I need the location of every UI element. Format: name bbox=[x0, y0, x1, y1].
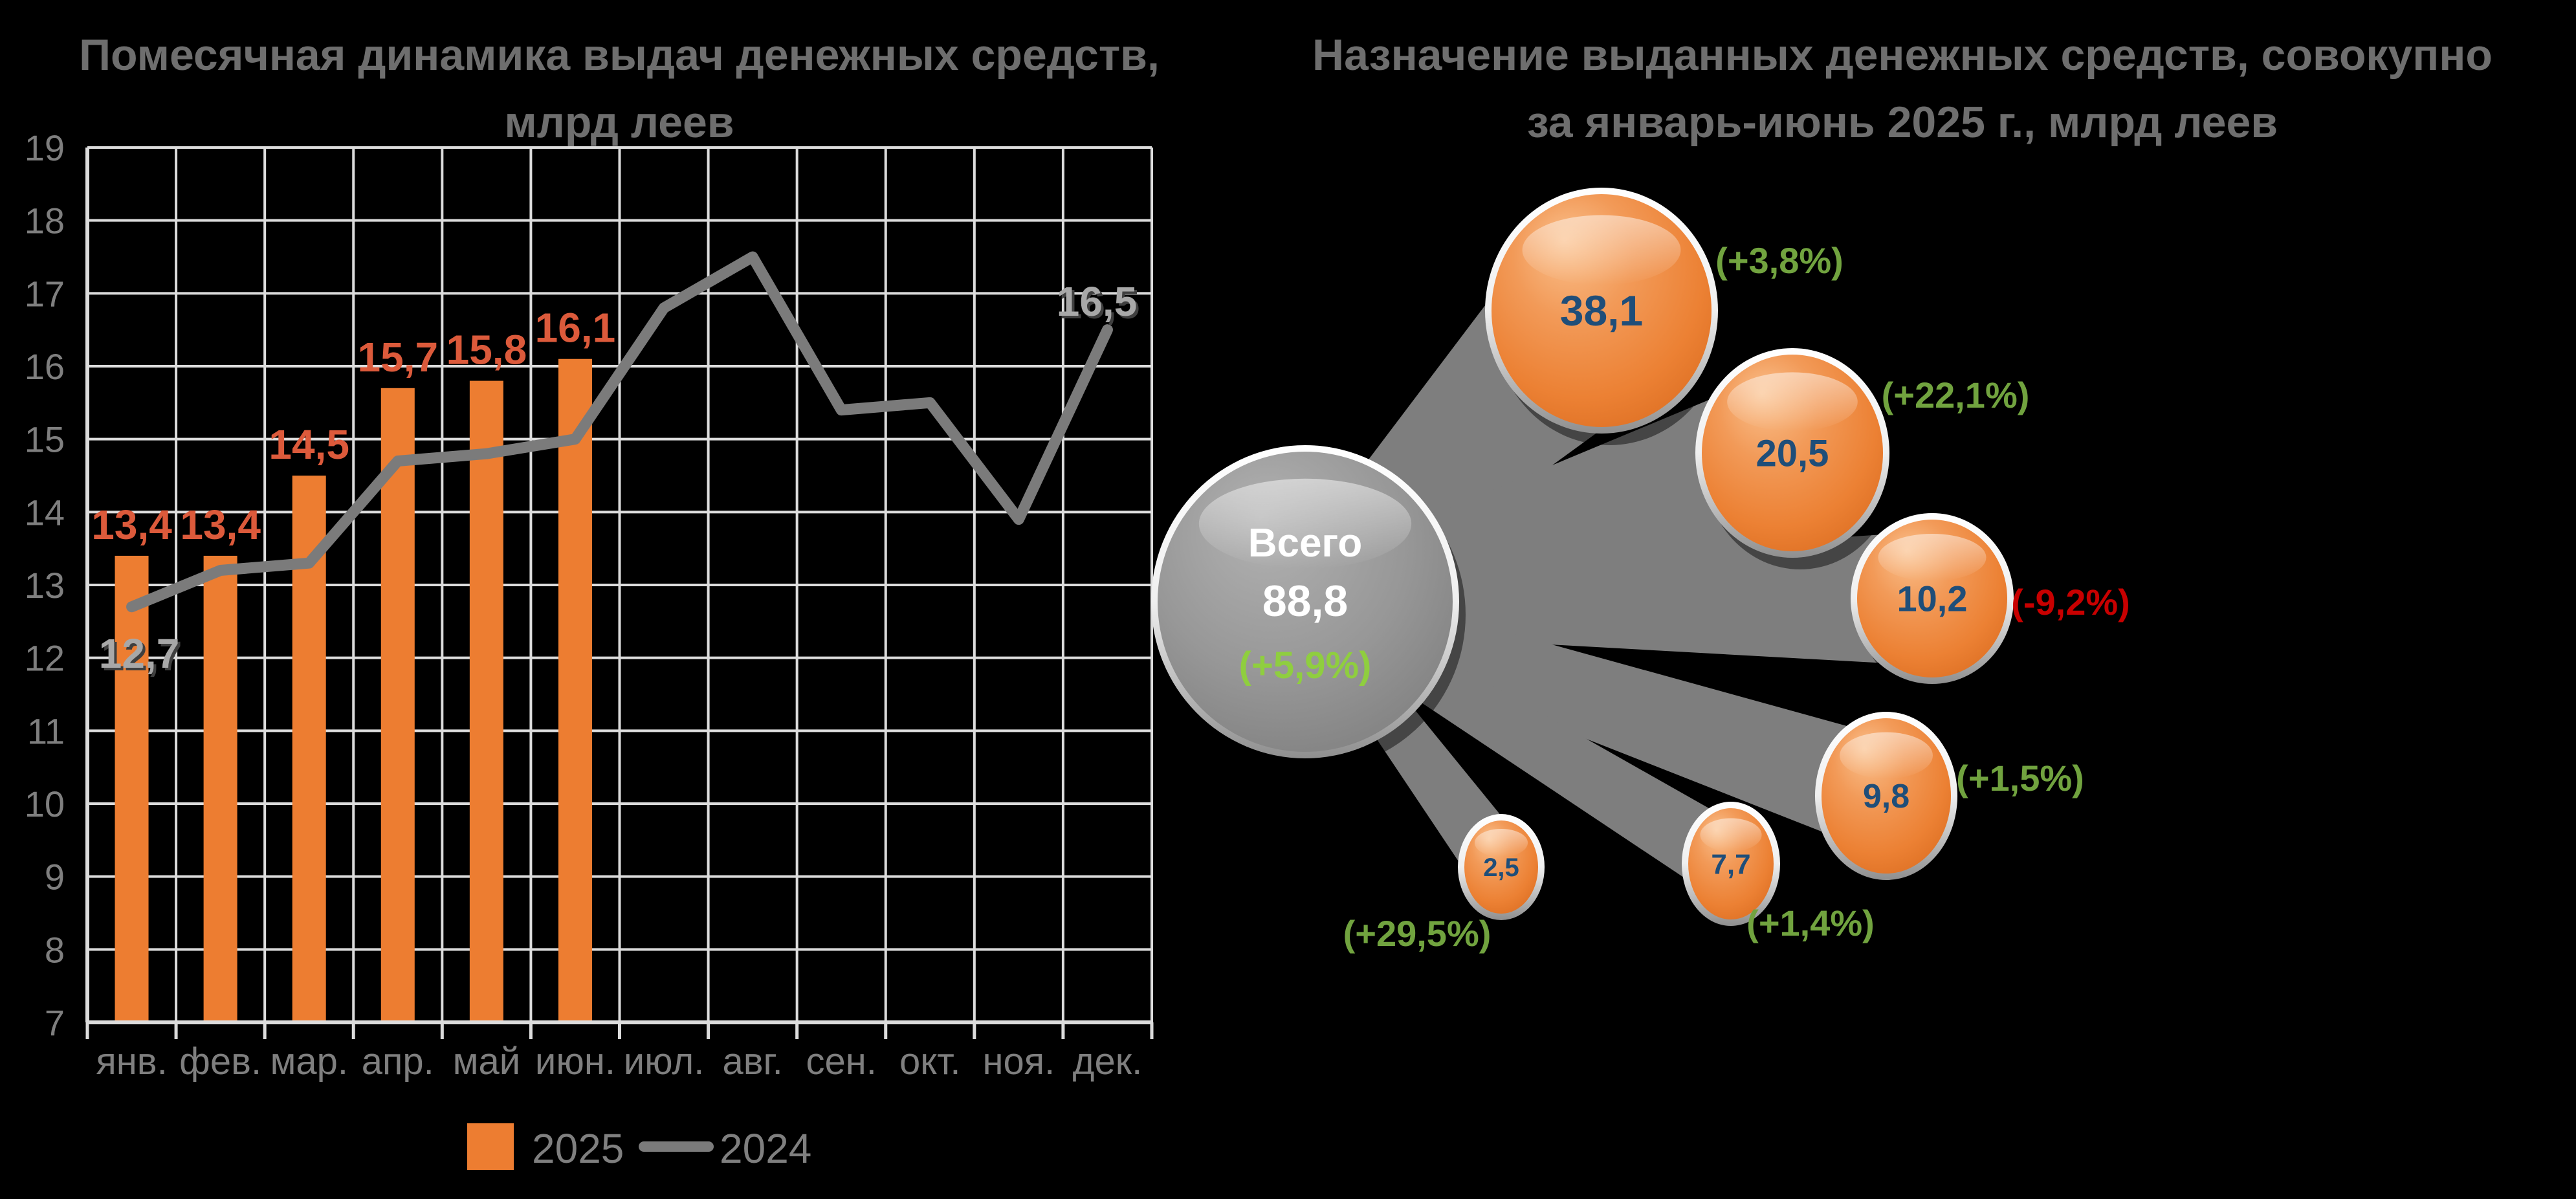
y-axis-label: 18 bbox=[25, 201, 65, 241]
x-axis-label: июн. bbox=[535, 1040, 615, 1083]
bar-2025 bbox=[469, 380, 503, 1022]
category-bubble-highlight bbox=[1840, 732, 1933, 779]
category-bubble-value: 38,1 bbox=[1560, 287, 1643, 335]
line-first-point-label-shadow: 12,7 bbox=[102, 633, 182, 679]
y-axis-label: 7 bbox=[45, 1002, 65, 1043]
x-axis-label: апр. bbox=[362, 1040, 434, 1083]
category-bubble-delta: (+29,5%) bbox=[1343, 913, 1492, 954]
x-axis-label: июл. bbox=[624, 1040, 705, 1083]
left-chart-title-line1: Помесячная динамика выдач денежных средс… bbox=[79, 30, 1160, 80]
category-bubble-delta: (+22,1%) bbox=[1882, 375, 2030, 415]
y-axis-label: 13 bbox=[25, 565, 65, 606]
bar-series-2025 bbox=[115, 358, 592, 1022]
x-axis-label: янв. bbox=[96, 1040, 167, 1083]
left-chart-title-line2: млрд леев bbox=[504, 98, 734, 147]
y-axis-label: 17 bbox=[25, 273, 65, 314]
x-axis-label: фев. bbox=[179, 1040, 261, 1083]
bar-value-label: 16,1 bbox=[535, 305, 616, 351]
y-axis-label: 12 bbox=[25, 638, 65, 679]
category-bubble-value: 7,7 bbox=[1711, 848, 1750, 880]
bar-value-label: 14,5 bbox=[269, 421, 349, 468]
category-bubble-highlight bbox=[1727, 372, 1858, 432]
bar-2025 bbox=[115, 555, 149, 1022]
x-axis-label: авг. bbox=[722, 1040, 782, 1083]
category-bubble-delta: (+3,8%) bbox=[1715, 240, 1844, 281]
line-first-point-label: 12,7 bbox=[99, 630, 180, 677]
bar-2025 bbox=[203, 555, 237, 1022]
y-axis-label: 19 bbox=[25, 127, 65, 168]
total-bubble: Всего 88,8 (+5,9%) bbox=[1151, 445, 1466, 770]
y-axis-label: 9 bbox=[45, 857, 65, 897]
total-bubble-label: Всего bbox=[1248, 521, 1363, 566]
bar-value-label: 15,7 bbox=[358, 334, 439, 380]
category-bubble-highlight bbox=[1878, 533, 1987, 582]
right-chart-title-line1: Назначение выданных денежных средств, со… bbox=[1312, 30, 2493, 80]
line-last-point-label-shadow: 16,5 bbox=[1059, 281, 1140, 327]
bar-value-label: 15,8 bbox=[446, 327, 527, 373]
total-bubble-highlight bbox=[1198, 478, 1412, 569]
y-axis-label: 8 bbox=[45, 929, 65, 970]
x-axis-label: ноя. bbox=[982, 1040, 1055, 1083]
x-axis-label: сен. bbox=[806, 1040, 877, 1083]
line-series-2024 bbox=[126, 251, 1113, 613]
bar-2025 bbox=[558, 358, 592, 1022]
x-axis-label: дек. bbox=[1073, 1040, 1143, 1083]
bar-value-label: 13,4 bbox=[91, 501, 172, 548]
total-bubble-delta: (+5,9%) bbox=[1239, 644, 1372, 687]
legend-label-2025: 2025 bbox=[532, 1125, 624, 1172]
category-bubble-value: 20,5 bbox=[1756, 432, 1829, 474]
legend-label-2024: 2024 bbox=[720, 1125, 811, 1172]
category-bubble-highlight bbox=[1700, 818, 1762, 852]
left-chart-gridlines bbox=[86, 146, 1153, 1024]
legend-swatch-2025 bbox=[467, 1123, 514, 1170]
category-bubble-value: 10,2 bbox=[1897, 578, 1968, 619]
y-axis-label: 11 bbox=[27, 710, 65, 751]
category-bubble-highlight bbox=[1522, 215, 1681, 285]
left-chart-legend: 2025 2024 bbox=[467, 1123, 811, 1172]
category-bubble-value: 2,5 bbox=[1483, 853, 1519, 882]
x-axis-label: мар. bbox=[270, 1040, 348, 1083]
left-chart-labels: 13,4 13,414,515,7 15,8 16,112,712,716,516,5… bbox=[25, 127, 1143, 1083]
y-axis-label: 10 bbox=[25, 784, 65, 824]
left-chart-axes bbox=[85, 148, 1154, 1039]
category-bubble-highlight bbox=[1474, 828, 1528, 857]
category-bubbles: 38,1 20,5 10,2 9,8 7,7 2,5 bbox=[1458, 188, 2020, 938]
bar-2025 bbox=[380, 388, 415, 1022]
x-axis-label: окт. bbox=[899, 1040, 961, 1083]
bar-value-label: 13,4 bbox=[180, 501, 261, 548]
bubble-delta-labels: (+3,8%) (+22,1%) (-9,2%) (+1,5%) (+1,4%) (+29… bbox=[1343, 240, 2130, 954]
category-bubble-delta: (+1,4%) bbox=[1746, 903, 1875, 943]
y-axis-label: 15 bbox=[25, 419, 65, 460]
category-bubble-delta: (-9,2%) bbox=[2011, 582, 2130, 622]
right-chart-title-line2: за январь-июнь 2025 г., млрд леев bbox=[1527, 98, 2278, 147]
line-2024-path bbox=[126, 251, 1113, 613]
category-bubble-delta: (+1,5%) bbox=[1956, 758, 2084, 798]
y-axis-label: 14 bbox=[25, 492, 65, 533]
category-bubble-value: 9,8 bbox=[1863, 778, 1910, 815]
y-axis-label: 16 bbox=[25, 346, 65, 387]
total-bubble-value: 88,8 bbox=[1262, 577, 1348, 626]
x-axis-label: май bbox=[453, 1040, 521, 1083]
line-last-point-label: 16,5 bbox=[1057, 278, 1138, 325]
